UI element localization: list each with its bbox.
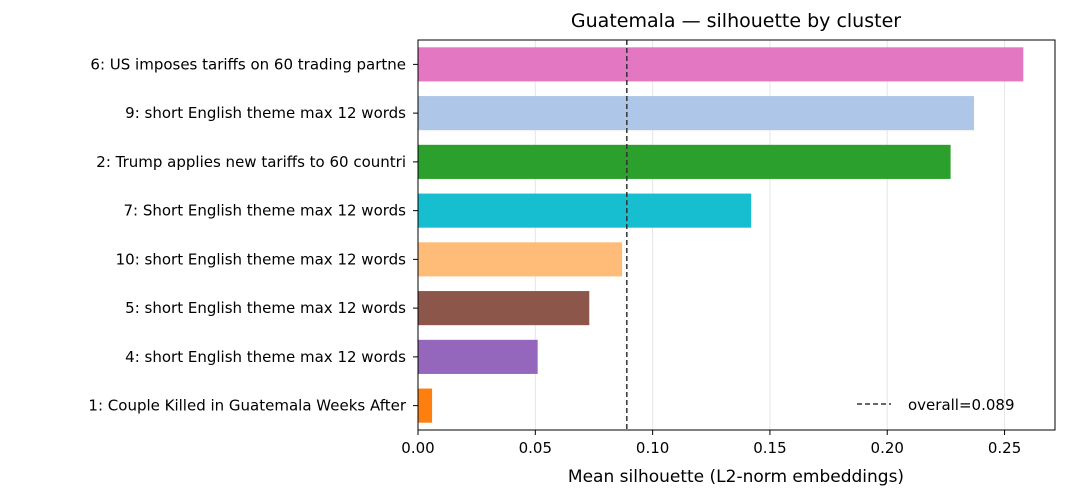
bar	[418, 193, 752, 228]
category-label: 10: short English theme max 12 words	[116, 250, 407, 268]
chart-title: Guatemala — silhouette by cluster	[571, 10, 901, 32]
category-label: 7: Short English theme max 12 words	[123, 202, 406, 220]
bar	[418, 291, 590, 326]
x-tick-label: 0.25	[988, 439, 1021, 457]
legend: overall=0.089	[857, 396, 1015, 414]
bar	[418, 47, 1024, 82]
bar	[418, 388, 433, 423]
y-axis: 6: US imposes tariffs on 60 trading part…	[88, 55, 418, 415]
plot-frame	[417, 39, 1056, 431]
category-label: 2: Trump applies new tariffs to 60 count…	[96, 153, 406, 171]
x-tick-label: 0.00	[401, 439, 434, 457]
category-label: 9: short English theme max 12 words	[125, 104, 406, 122]
legend-label: overall=0.089	[908, 396, 1015, 414]
x-tick-label: 0.20	[871, 439, 904, 457]
x-tick-label: 0.15	[753, 439, 786, 457]
bar	[418, 144, 951, 179]
x-tick-label: 0.10	[636, 439, 669, 457]
x-axis: 0.00 0.05 0.10 0.15 0.20 0.25	[401, 430, 1021, 457]
category-label: 5: short English theme max 12 words	[125, 299, 406, 317]
bar	[418, 339, 538, 374]
bar	[418, 242, 623, 277]
x-tick-label: 0.05	[519, 439, 552, 457]
bars	[418, 47, 1024, 423]
bar	[418, 96, 975, 131]
category-label: 4: short English theme max 12 words	[125, 348, 406, 366]
category-label: 6: US imposes tariffs on 60 trading part…	[90, 55, 406, 73]
x-axis-label: Mean silhouette (L2-norm embeddings)	[568, 467, 904, 487]
category-label: 1: Couple Killed in Guatemala Weeks Afte…	[88, 397, 406, 415]
